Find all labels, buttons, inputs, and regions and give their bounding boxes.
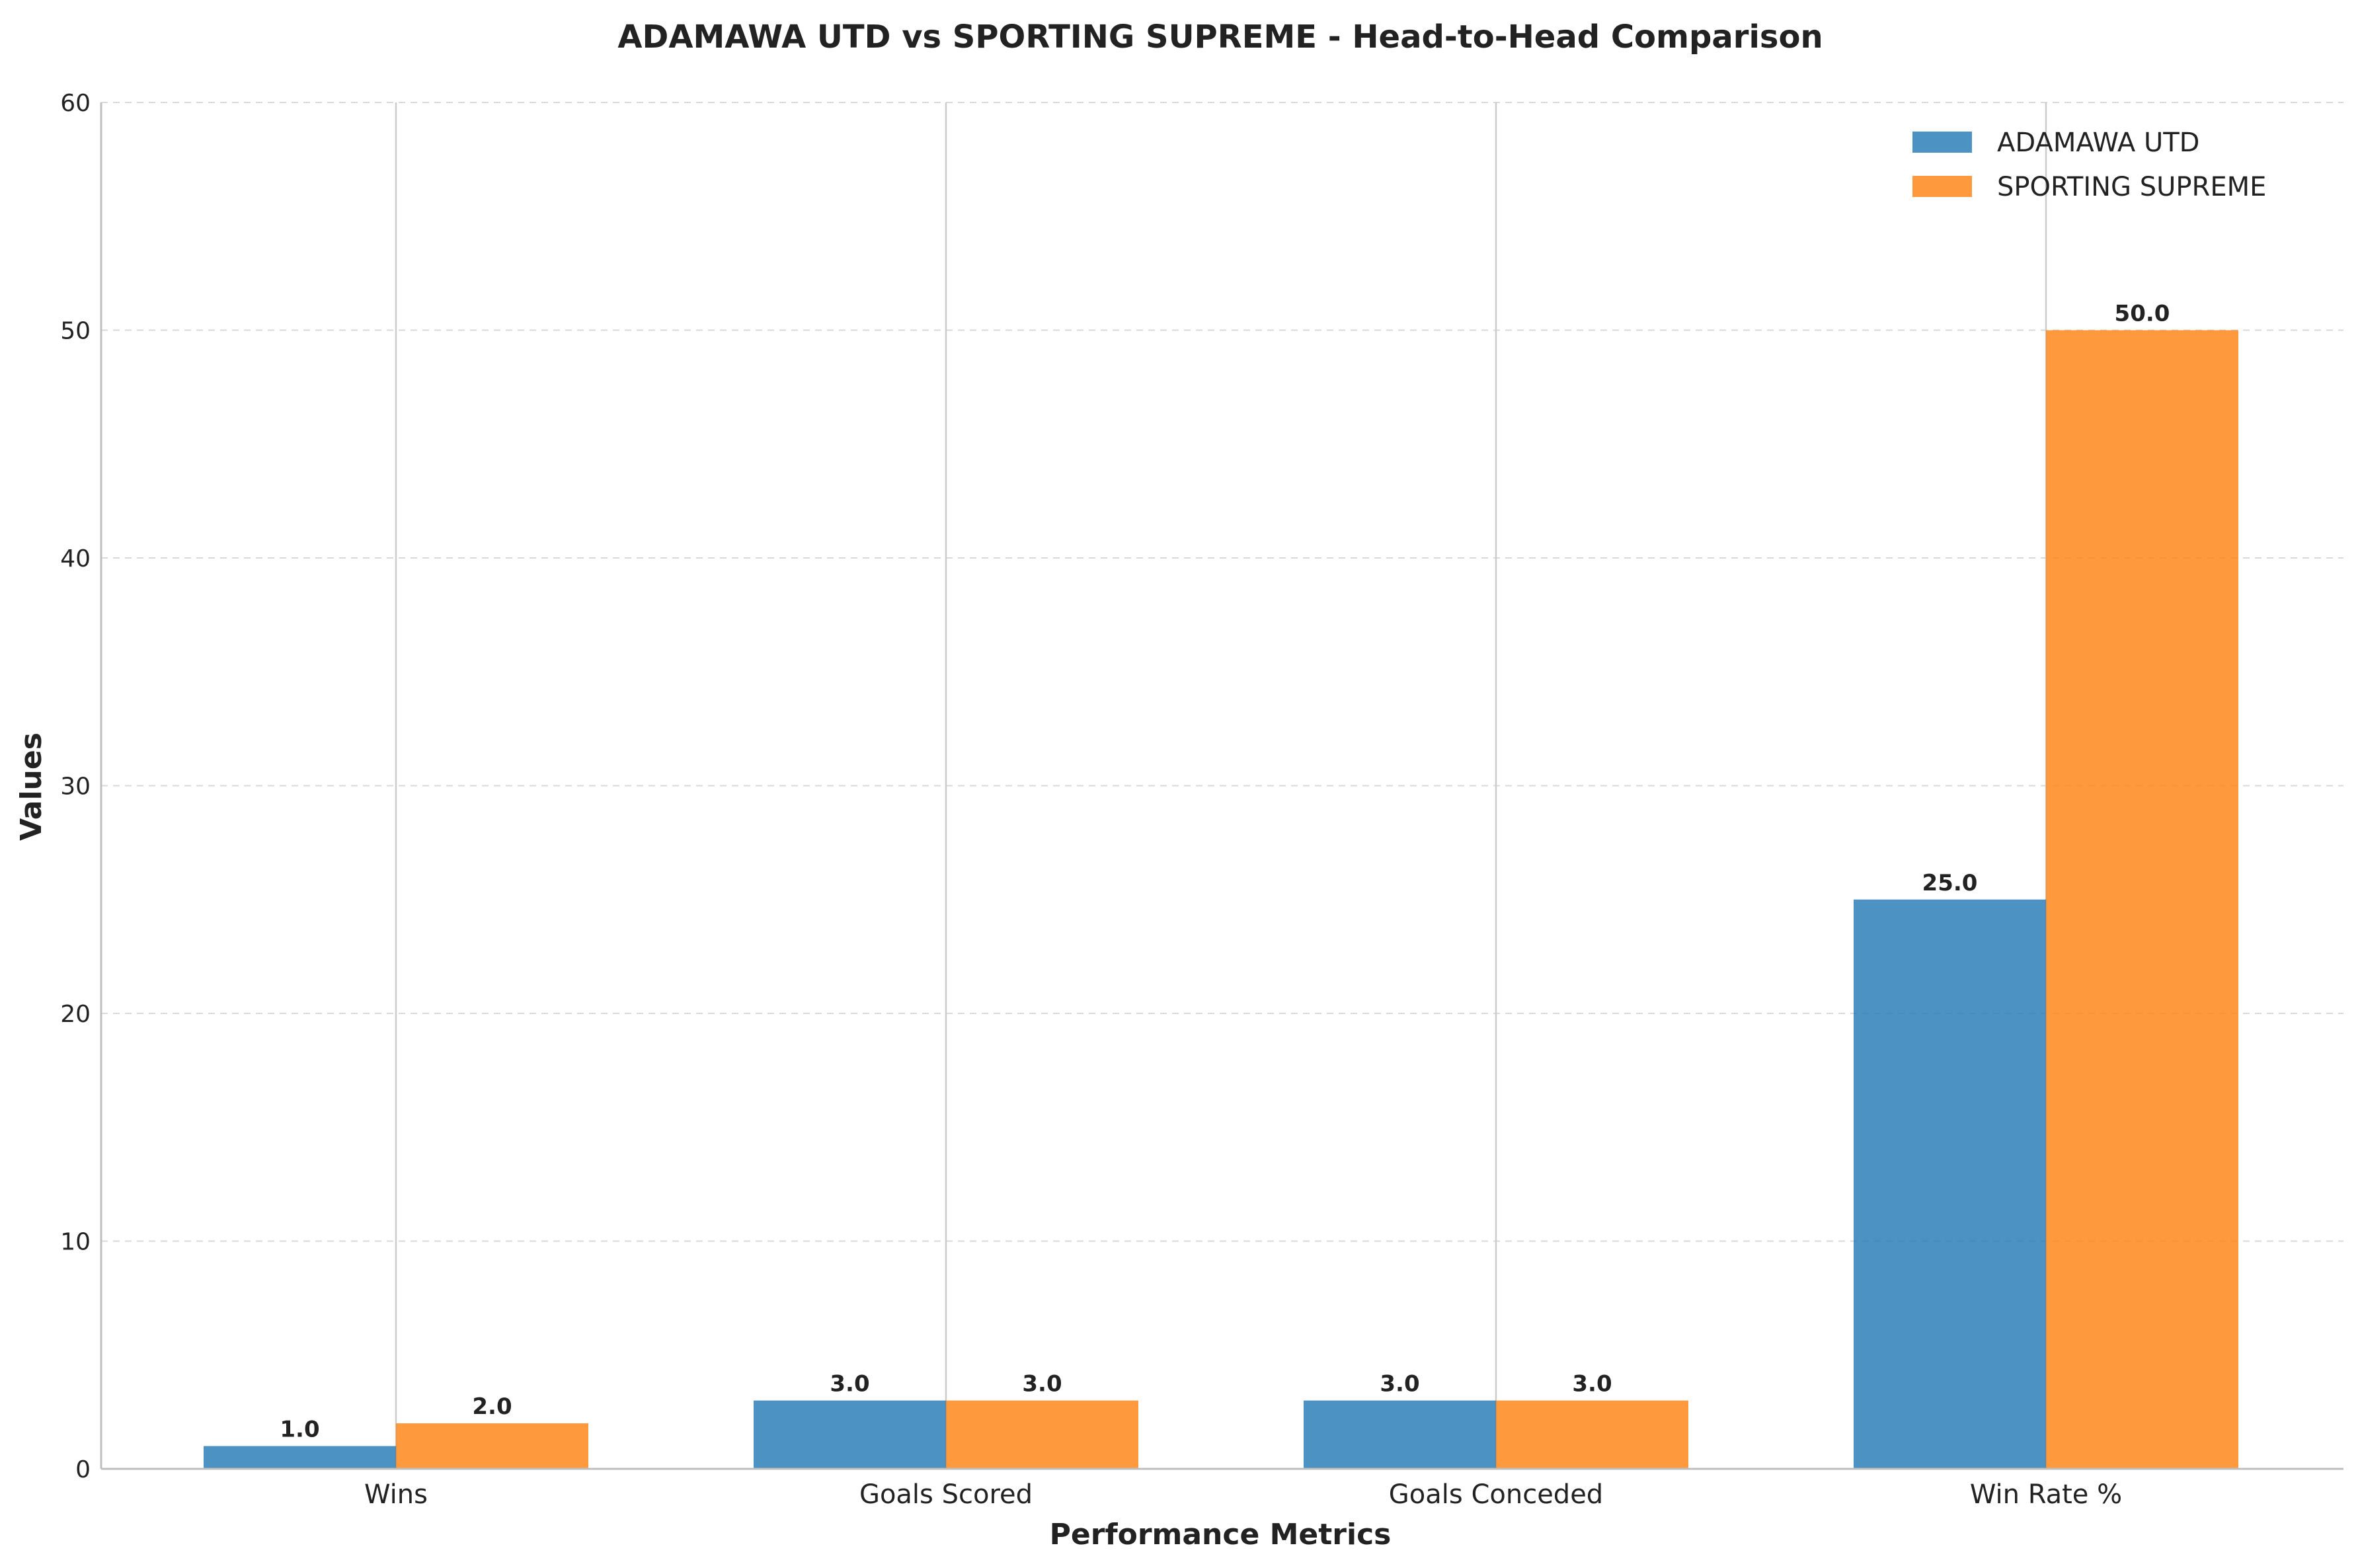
- bar-sporting-0: [396, 1423, 588, 1469]
- value-label: 3.0: [1572, 1371, 1612, 1397]
- bar-adamawa-1: [754, 1400, 946, 1469]
- bar-adamawa-0: [204, 1446, 396, 1469]
- bars: [204, 330, 2238, 1469]
- value-label: 50.0: [2115, 301, 2170, 327]
- value-label: 2.0: [472, 1393, 512, 1420]
- bar-sporting-3: [2046, 330, 2238, 1469]
- legend-swatch: [1912, 176, 1972, 197]
- bar-sporting-2: [1496, 1400, 1688, 1469]
- y-tick-label: 50: [60, 318, 91, 345]
- x-axis-label: Performance Metrics: [1050, 1518, 1392, 1551]
- y-tick-label: 10: [60, 1229, 91, 1256]
- value-labels: 1.0 3.0 3.0 25.0 2.0 3.0 3.0 50.0: [280, 301, 2170, 1443]
- value-label: 3.0: [1380, 1371, 1419, 1397]
- x-tick-label: Win Rate %: [1970, 1479, 2122, 1510]
- value-label: 1.0: [280, 1417, 319, 1443]
- chart-title: ADAMAWA UTD vs SPORTING SUPREME - Head-t…: [617, 19, 1823, 56]
- y-tick-label: 60: [60, 90, 91, 117]
- legend-label: SPORTING SUPREME: [1997, 172, 2266, 202]
- value-label: 3.0: [1022, 1371, 1062, 1397]
- x-tick-label: Goals Scored: [859, 1479, 1033, 1510]
- legend-label: ADAMAWA UTD: [1997, 128, 2199, 158]
- axes: [100, 102, 2343, 1470]
- y-tick-label: 30: [60, 773, 91, 801]
- value-label: 25.0: [1922, 870, 1978, 896]
- y-tick-label: 0: [75, 1456, 91, 1483]
- legend-swatch: [1912, 132, 1972, 153]
- bar-adamawa-2: [1304, 1400, 1496, 1469]
- bar-adamawa-3: [1854, 899, 2046, 1469]
- x-tick-label: Goals Conceded: [1389, 1479, 1603, 1510]
- y-tick-label: 20: [60, 1001, 91, 1028]
- ticks: 0 10 20 30 40 50 60 Wins Goals Scored Goals Conce…: [60, 90, 2122, 1510]
- bar-sporting-1: [946, 1400, 1138, 1469]
- value-label: 3.0: [830, 1371, 869, 1397]
- y-axis-label: Values: [15, 732, 48, 841]
- legend: ADAMAWA UTD SPORTING SUPREME: [1912, 128, 2266, 202]
- y-tick-label: 40: [60, 545, 91, 572]
- x-tick-label: Wins: [364, 1479, 428, 1510]
